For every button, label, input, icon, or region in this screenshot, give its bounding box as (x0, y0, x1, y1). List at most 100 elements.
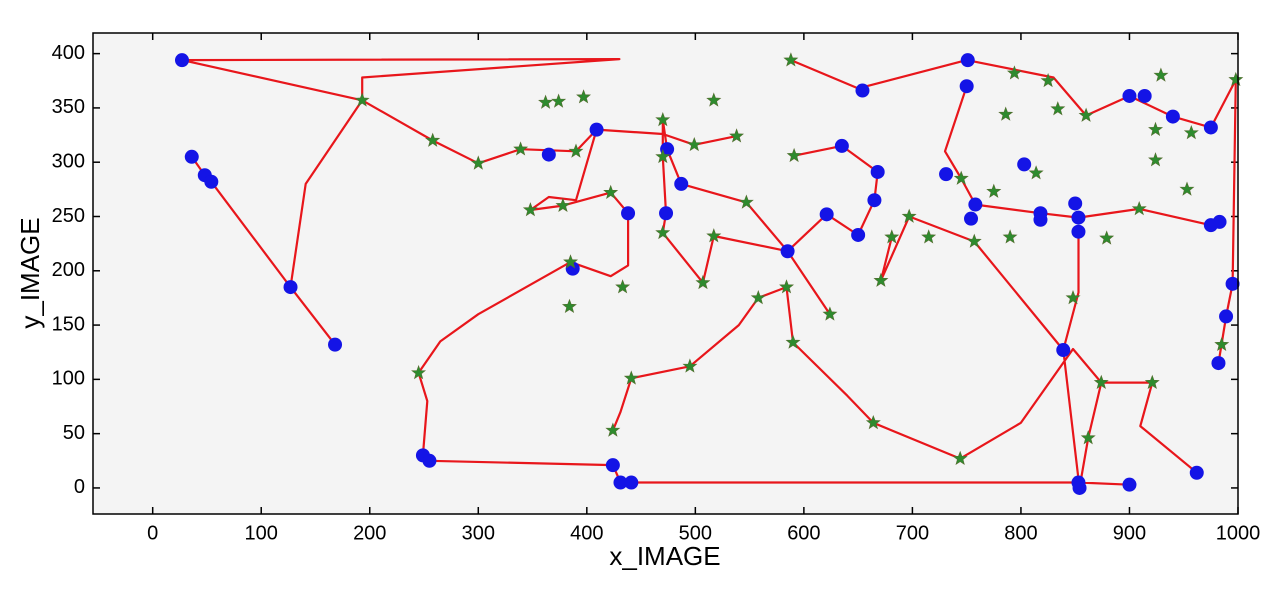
node-point (659, 206, 674, 221)
node-point (283, 280, 298, 295)
star-point (538, 94, 554, 109)
node-point (422, 453, 437, 468)
x-tick-label: 0 (147, 522, 158, 544)
node-point (1017, 157, 1032, 172)
node-point (1203, 120, 1218, 135)
star-point (551, 93, 567, 108)
star-point (822, 306, 838, 321)
star-point (1040, 72, 1056, 88)
star-point (513, 141, 529, 156)
star-point (354, 92, 370, 107)
node-point (204, 174, 219, 189)
y-tick-label: 300 (52, 150, 85, 172)
star-point (561, 298, 577, 313)
node-point (851, 227, 866, 242)
star-point (729, 128, 745, 143)
star-point (1148, 121, 1164, 136)
star-point (1065, 290, 1081, 305)
x-tick-label: 500 (679, 522, 712, 544)
node-point (1033, 212, 1048, 227)
node-point (1203, 218, 1218, 233)
star-point (738, 194, 754, 209)
node-point (613, 475, 628, 490)
node-point (1071, 224, 1086, 239)
node-point (1122, 477, 1137, 492)
star-point (1214, 336, 1230, 351)
node-point (1137, 88, 1152, 103)
node-point (184, 149, 199, 164)
x-tick-label: 1000 (1216, 522, 1261, 544)
plot-background (93, 33, 1238, 514)
node-point (1225, 276, 1240, 291)
star-point (623, 370, 639, 385)
node-point (1056, 343, 1071, 358)
node-point (959, 79, 974, 94)
x-tick-label: 200 (353, 522, 386, 544)
node-point (939, 167, 954, 182)
node-point (674, 176, 689, 191)
star-point (966, 233, 982, 248)
star-point (522, 202, 538, 217)
node-point (834, 138, 849, 153)
star-point (1080, 430, 1096, 445)
node-point (819, 207, 834, 222)
x-axis-title: x_IMAGE (609, 541, 720, 571)
star-point (786, 147, 802, 163)
node-point (605, 458, 620, 473)
plot-frame (92, 32, 1239, 515)
y-tick-label: 150 (52, 313, 85, 335)
star-point (603, 184, 619, 200)
star-point (901, 208, 917, 223)
tick-layer (93, 33, 1239, 514)
x-tick-label: 300 (462, 522, 495, 544)
y-axis-title: y_IMAGE (15, 217, 45, 328)
node-point (621, 206, 636, 221)
node-point (968, 197, 983, 212)
node-point (867, 193, 882, 208)
data-layer (174, 52, 1244, 495)
node-point (541, 147, 556, 162)
star-point (576, 89, 592, 104)
star-point (1028, 165, 1044, 180)
star-point (865, 414, 881, 430)
node-point (1189, 465, 1204, 480)
node-point (624, 475, 639, 490)
star-point (563, 254, 579, 269)
x-tick-label: 800 (1004, 522, 1037, 544)
star-point (921, 229, 937, 244)
x-tick-label: 600 (787, 522, 820, 544)
node-point (1211, 356, 1226, 371)
star-point (706, 92, 722, 107)
x-tick-label: 400 (570, 522, 603, 544)
star-point (953, 170, 969, 185)
star-point (1148, 152, 1164, 167)
y-tick-label: 400 (52, 42, 85, 64)
node-point (1219, 309, 1234, 324)
y-tick-label: 100 (52, 368, 85, 390)
star-point (655, 112, 671, 127)
star-point (1078, 107, 1094, 122)
star-point (1228, 71, 1244, 87)
star-point (655, 224, 671, 240)
star-point (1131, 201, 1147, 216)
star-point (686, 136, 702, 152)
node-point (780, 244, 795, 259)
star-point (411, 364, 427, 380)
node-point (1122, 88, 1137, 103)
star-point (986, 183, 1002, 198)
x-tick-label: 900 (1113, 522, 1146, 544)
node-point (1068, 196, 1083, 211)
star-point (998, 106, 1014, 121)
star-point (1002, 229, 1018, 244)
star-point (425, 132, 441, 147)
star-point (682, 358, 698, 373)
node-point (174, 53, 189, 68)
node-point (1165, 109, 1180, 124)
star-point (873, 272, 889, 287)
star-point (605, 422, 621, 437)
node-point (589, 122, 604, 137)
y-tick-label: 200 (52, 259, 85, 281)
star-point (785, 334, 801, 349)
star-point (1006, 65, 1022, 80)
